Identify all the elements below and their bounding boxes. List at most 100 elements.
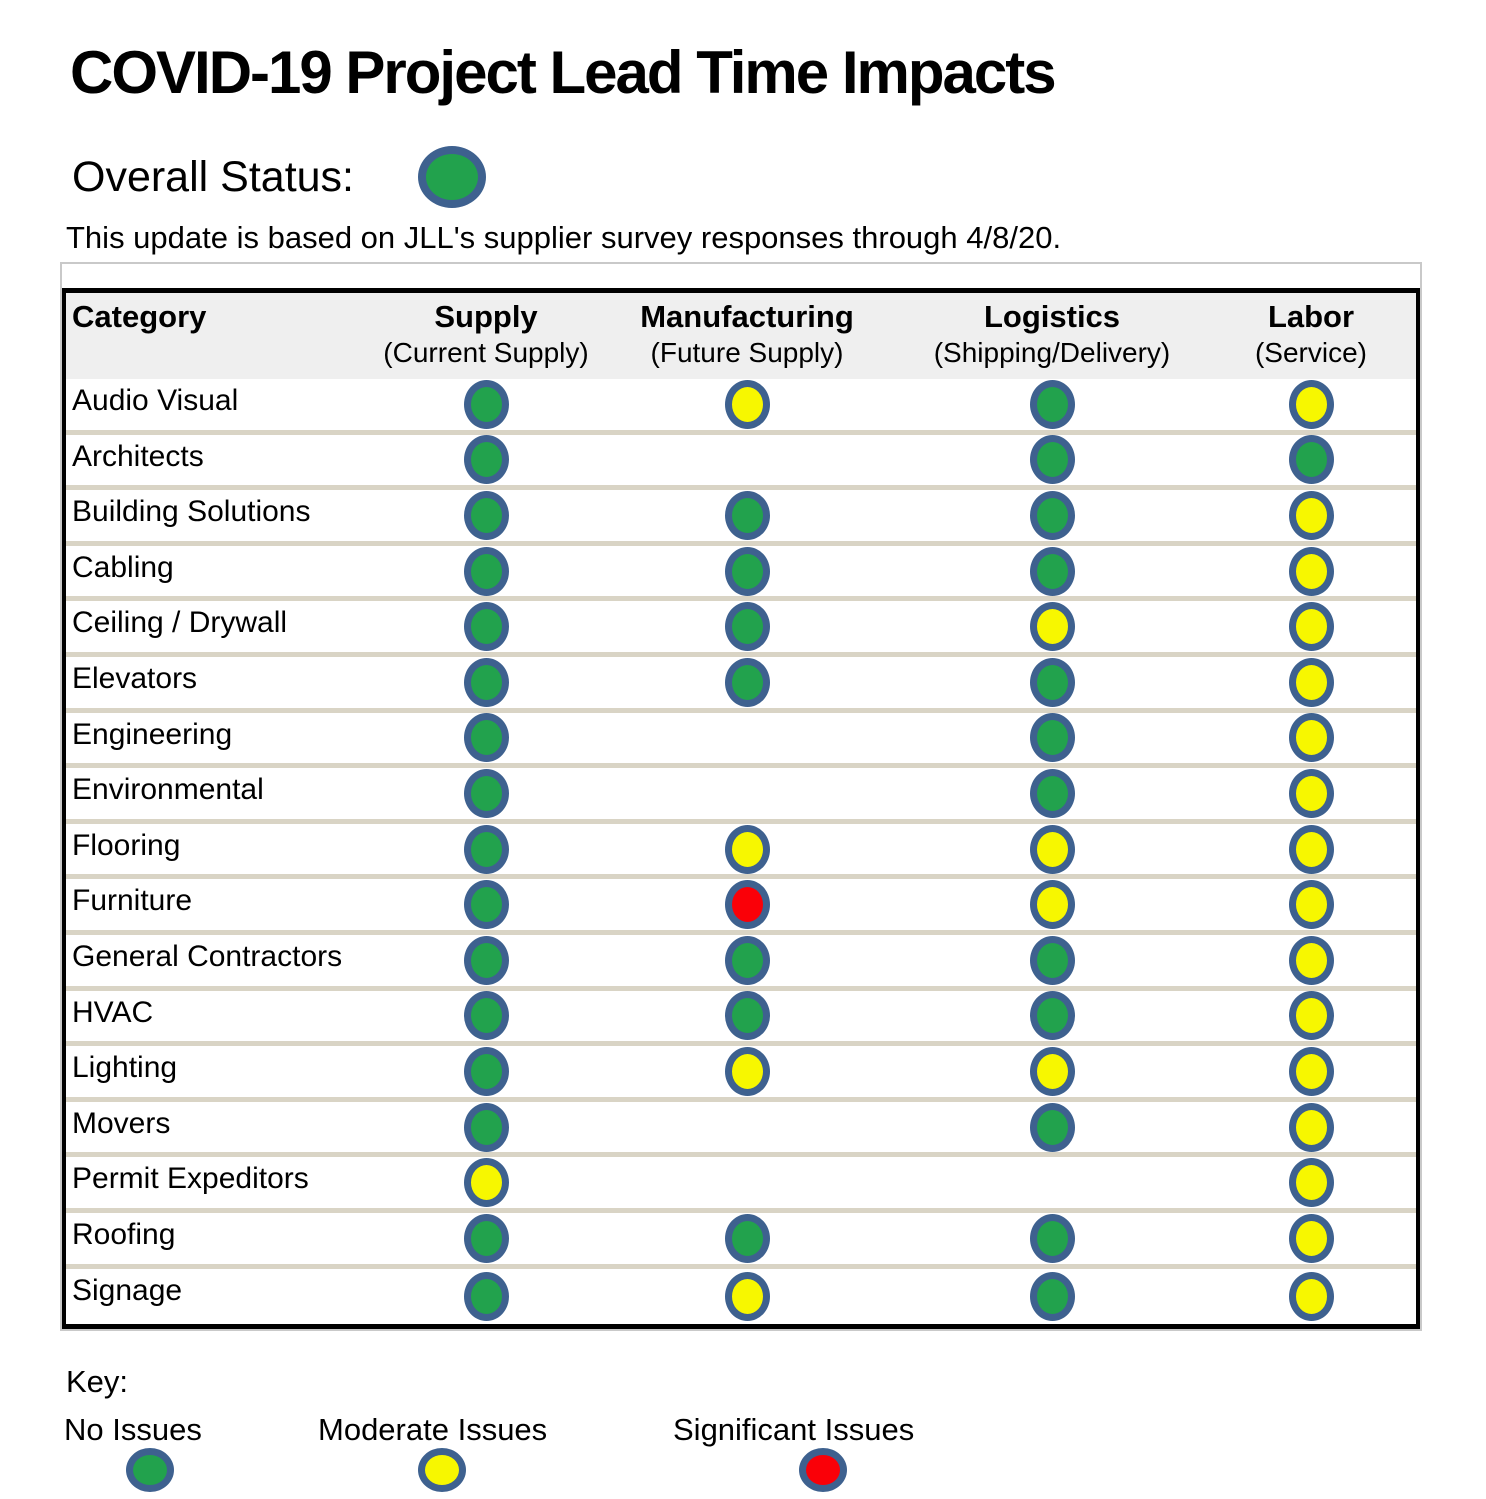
supply-status-cell <box>376 1157 596 1208</box>
manufacturing-status-cell <box>596 991 898 1042</box>
manufacturing-status-cell <box>596 601 898 652</box>
category-label: Architects <box>72 439 204 473</box>
labor-status-cell <box>1206 601 1416 652</box>
column-header-label: Logistics <box>983 299 1121 334</box>
manufacturing-status-cell <box>596 1157 898 1208</box>
green-status-dot <box>1029 991 1075 1041</box>
green-status-dot <box>1029 490 1075 540</box>
logistics-status-cell <box>898 657 1206 708</box>
yellow-status-dot <box>1029 602 1075 652</box>
green-status-dot <box>724 1213 770 1263</box>
table-row: Lighting <box>66 1046 1416 1102</box>
yellow-status-dot <box>1288 1271 1334 1321</box>
category-label: Permit Expeditors <box>72 1162 309 1196</box>
manufacturing-status-cell <box>596 1102 898 1153</box>
yellow-status-dot <box>1288 768 1334 818</box>
green-status-dot <box>1288 435 1334 485</box>
table-row: Movers <box>66 1101 1416 1158</box>
table-header-row: Category Supply (Current Supply) Manufactur… <box>66 293 1416 379</box>
green-status-dot <box>724 546 770 596</box>
yellow-status-dot <box>1288 1102 1334 1152</box>
supply-status-cell <box>376 379 596 430</box>
category-label: Flooring <box>72 828 181 862</box>
table-row: Environmental <box>66 768 1416 824</box>
labor-status-cell <box>1206 657 1416 708</box>
manufacturing-status-cell <box>596 768 898 819</box>
supply-status-cell <box>376 1046 596 1097</box>
category-label: Lighting <box>72 1051 178 1085</box>
category-label: Engineering <box>72 717 233 751</box>
logistics-status-cell <box>898 601 1206 652</box>
labor-status-cell <box>1206 435 1416 486</box>
yellow-status-dot <box>1029 880 1075 930</box>
manufacturing-status-cell <box>596 824 898 875</box>
red-status-dot <box>799 1448 847 1492</box>
green-status-dot <box>126 1448 174 1492</box>
category-label: Roofing <box>72 1217 176 1251</box>
manufacturing-status-cell <box>596 657 898 708</box>
green-status-dot <box>724 490 770 540</box>
green-status-dot <box>724 657 770 707</box>
page-title: COVID-19 Project Lead Time Impacts <box>70 39 1057 106</box>
column-header-category: Category <box>66 298 376 379</box>
labor-status-cell <box>1206 546 1416 597</box>
green-status-dot <box>463 768 509 818</box>
column-header-label: Category <box>72 299 207 334</box>
column-header-sublabel: (Current Supply) <box>383 337 589 368</box>
logistics-status-cell <box>898 768 1206 819</box>
category-label: Elevators <box>72 661 198 695</box>
table-row: Permit Expeditors <box>66 1157 1416 1213</box>
supply-status-cell <box>376 768 596 819</box>
yellow-status-dot <box>1029 1046 1075 1096</box>
category-label: Movers <box>72 1106 171 1140</box>
green-status-dot <box>463 546 509 596</box>
labor-status-cell <box>1206 768 1416 819</box>
logistics-status-cell <box>898 490 1206 541</box>
overall-status-dot <box>418 146 486 208</box>
green-status-dot <box>463 602 509 652</box>
table-body: Audio Visual Architects Building Solutions… <box>66 379 1416 1325</box>
logistics-status-cell <box>898 935 1206 986</box>
yellow-status-dot <box>724 824 770 874</box>
green-status-dot <box>724 602 770 652</box>
manufacturing-status-cell <box>596 1046 898 1097</box>
overall-status: Overall Status: <box>72 146 486 208</box>
column-header-labor: Labor (Service) <box>1206 298 1416 379</box>
labor-status-cell <box>1206 1269 1416 1325</box>
green-status-dot <box>463 1046 509 1096</box>
green-status-dot <box>1029 768 1075 818</box>
supply-status-cell <box>376 1213 596 1264</box>
green-status-dot <box>463 880 509 930</box>
yellow-status-dot <box>1288 490 1334 540</box>
green-status-dot <box>1029 1102 1075 1152</box>
green-status-dot <box>463 824 509 874</box>
manufacturing-status-cell <box>596 435 898 486</box>
labor-status-cell <box>1206 713 1416 764</box>
manufacturing-status-cell <box>596 546 898 597</box>
logistics-status-cell <box>898 1157 1206 1208</box>
table-row: Flooring <box>66 823 1416 880</box>
green-status-dot <box>1029 546 1075 596</box>
logistics-status-cell <box>898 1046 1206 1097</box>
manufacturing-status-cell <box>596 713 898 764</box>
legend-label-moderate-issues: Moderate Issues <box>318 1412 548 1447</box>
labor-status-cell <box>1206 935 1416 986</box>
column-header-manufacturing: Manufacturing (Future Supply) <box>596 298 898 379</box>
green-status-dot <box>1029 1271 1075 1321</box>
labor-status-cell <box>1206 824 1416 875</box>
table-top-spacer <box>62 264 1420 288</box>
yellow-status-dot <box>1288 379 1334 429</box>
red-status-dot <box>724 880 770 930</box>
green-status-dot <box>463 991 509 1041</box>
table-row: General Contractors <box>66 934 1416 991</box>
table-row: Ceiling / Drywall <box>66 601 1416 657</box>
green-status-dot <box>463 435 509 485</box>
category-label: HVAC <box>72 995 154 1029</box>
table-row: Furniture <box>66 879 1416 935</box>
table-row: HVAC <box>66 990 1416 1047</box>
supply-status-cell <box>376 824 596 875</box>
yellow-status-dot <box>1288 657 1334 707</box>
category-label: Audio Visual <box>72 384 239 417</box>
yellow-status-dot <box>1288 824 1334 874</box>
column-header-sublabel: (Future Supply) <box>650 337 844 368</box>
